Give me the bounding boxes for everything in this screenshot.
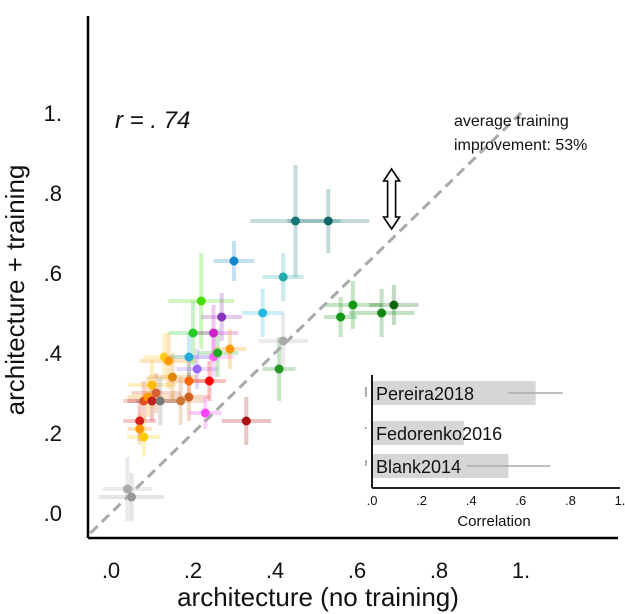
inset-significance-2: *** bbox=[365, 460, 371, 466]
scatter-point-32 bbox=[278, 336, 288, 346]
scatter-point-33 bbox=[278, 272, 288, 282]
scatter-point-34 bbox=[291, 216, 300, 226]
scatter-point-13 bbox=[168, 372, 177, 382]
inset-x-tick-label-3: .6 bbox=[515, 493, 526, 508]
y-tick-label-0: .0 bbox=[44, 501, 62, 526]
x-tick-label-3: .6 bbox=[348, 558, 366, 583]
inset-significance-0: ***** bbox=[365, 387, 371, 397]
scatter-point-0 bbox=[122, 484, 132, 494]
scatter-point-15 bbox=[184, 392, 194, 402]
scatter-point-31 bbox=[274, 364, 284, 374]
y-axis-label: architecture + training bbox=[0, 165, 30, 416]
scatter-point-8 bbox=[147, 380, 157, 390]
scatter-point-36 bbox=[336, 312, 346, 322]
scatter-point-20 bbox=[196, 296, 206, 306]
scatter-point-25 bbox=[213, 348, 223, 358]
inset-x-tick-label-4: .8 bbox=[565, 493, 576, 508]
scatter-point-2 bbox=[135, 416, 145, 426]
inset-x-tick-label-2: .4 bbox=[466, 493, 477, 508]
scatter-point-16 bbox=[184, 376, 194, 386]
y-tick-label-4: .8 bbox=[44, 181, 62, 206]
inset-x-tick-label-5: 1. bbox=[615, 493, 625, 508]
identity-diagonal-line bbox=[89, 111, 523, 535]
scatter-point-24 bbox=[209, 328, 218, 338]
inset-bar-label-2: Blank2014 bbox=[376, 457, 461, 477]
scatter-point-3 bbox=[135, 424, 145, 434]
correlation-label: r = . 74 bbox=[115, 107, 190, 134]
inset-bar-label-1: Fedorenko2016 bbox=[376, 424, 502, 444]
x-tick-label-2: .4 bbox=[266, 558, 284, 583]
scatter-point-39 bbox=[389, 300, 399, 310]
x-tick-label-1: .2 bbox=[184, 558, 202, 583]
scatter-point-29 bbox=[241, 416, 251, 426]
scatter-point-26 bbox=[217, 312, 227, 322]
scatter-points-layer bbox=[122, 216, 399, 502]
scatter-point-35 bbox=[323, 216, 333, 226]
scatter-point-38 bbox=[377, 308, 387, 318]
scatter-point-10 bbox=[155, 396, 165, 406]
inset-bar-chart: Pereira2018 ***** Fedorenko2016 * Blank2014 *… bbox=[365, 368, 625, 508]
x-tick-label-4: .8 bbox=[430, 558, 448, 583]
scatter-point-28 bbox=[229, 256, 239, 266]
annotation-line-2: improvement: 53% bbox=[454, 137, 587, 154]
inset-x-tick-label-1: .2 bbox=[416, 493, 427, 508]
scatter-point-21 bbox=[200, 408, 210, 418]
inset-x-tick-label-0: .0 bbox=[367, 493, 378, 508]
y-tick-label-3: .6 bbox=[44, 261, 62, 286]
inset-bar-1 bbox=[372, 421, 464, 445]
scatter-point-27 bbox=[225, 344, 235, 354]
scatter-point-9 bbox=[151, 388, 161, 398]
scatter-point-30 bbox=[258, 308, 268, 318]
x-tick-label-0: .0 bbox=[102, 558, 120, 583]
scatter-point-1 bbox=[127, 492, 136, 502]
scatter-point-19 bbox=[192, 364, 202, 374]
scatter-point-18 bbox=[188, 328, 198, 338]
inset-x-axis-label: Correlation bbox=[457, 513, 530, 530]
y-tick-label-1: .2 bbox=[44, 421, 62, 446]
scatter-point-4 bbox=[139, 432, 149, 442]
annotation-line-1: average training bbox=[454, 113, 569, 130]
y-tick-label-5: 1. bbox=[44, 101, 62, 126]
scatter-point-17 bbox=[184, 352, 194, 362]
main-axes: .0 .2 .4 .6 .8 1. .0 .2 .4 .6 .8 1. bbox=[44, 16, 618, 583]
scatter-point-7 bbox=[147, 396, 157, 406]
x-axis-label: architecture (no training) bbox=[177, 582, 459, 612]
double-arrow-icon bbox=[382, 167, 402, 231]
y-tick-label-2: .4 bbox=[44, 341, 62, 366]
inset-significance-1: * bbox=[365, 427, 371, 429]
scatter-point-12 bbox=[163, 356, 173, 366]
improvement-arrow bbox=[382, 167, 402, 231]
x-tick-label-5: 1. bbox=[512, 558, 530, 583]
scatter-point-37 bbox=[348, 300, 358, 310]
inset-bar-label-0: Pereira2018 bbox=[376, 384, 474, 404]
scatter-point-14 bbox=[176, 396, 186, 406]
scatter-point-22 bbox=[204, 376, 214, 386]
